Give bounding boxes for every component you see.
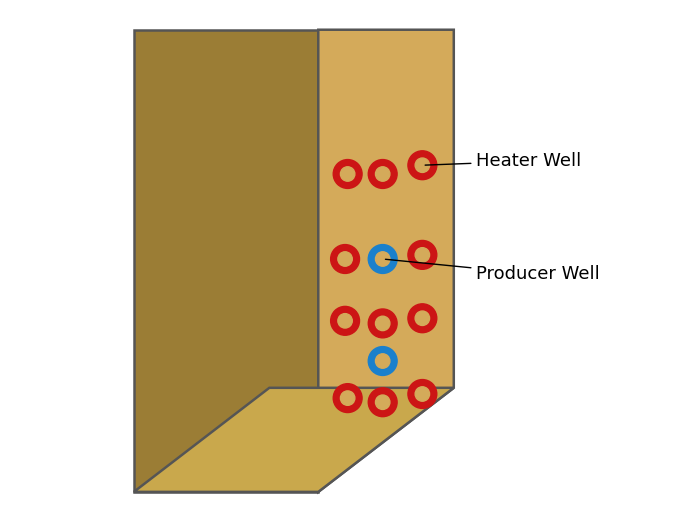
Circle shape xyxy=(333,384,362,412)
Circle shape xyxy=(415,248,429,262)
Polygon shape xyxy=(134,388,453,492)
Circle shape xyxy=(408,240,437,269)
Circle shape xyxy=(369,244,397,274)
Polygon shape xyxy=(319,30,453,492)
Circle shape xyxy=(415,311,429,325)
Circle shape xyxy=(408,304,437,333)
Circle shape xyxy=(375,167,390,181)
Circle shape xyxy=(415,387,429,401)
Circle shape xyxy=(331,307,360,335)
Circle shape xyxy=(375,395,390,409)
Circle shape xyxy=(369,347,397,376)
Circle shape xyxy=(369,388,397,416)
Circle shape xyxy=(331,244,360,274)
Circle shape xyxy=(408,380,437,408)
Polygon shape xyxy=(134,30,319,492)
Circle shape xyxy=(340,167,355,181)
Circle shape xyxy=(408,151,437,180)
Circle shape xyxy=(375,252,390,266)
Circle shape xyxy=(375,354,390,368)
Circle shape xyxy=(340,391,355,405)
Circle shape xyxy=(338,252,352,266)
Circle shape xyxy=(415,158,429,172)
Circle shape xyxy=(375,316,390,330)
Circle shape xyxy=(333,160,362,189)
Circle shape xyxy=(338,313,352,328)
Circle shape xyxy=(369,309,397,338)
Text: Producer Well: Producer Well xyxy=(386,260,600,283)
Circle shape xyxy=(369,160,397,189)
Text: Heater Well: Heater Well xyxy=(425,152,582,170)
